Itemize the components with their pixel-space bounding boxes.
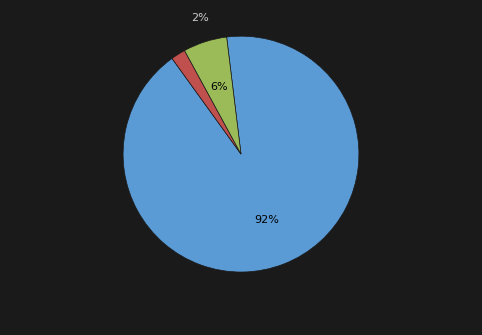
Text: 6%: 6% — [211, 82, 228, 92]
Wedge shape — [172, 51, 241, 154]
Wedge shape — [123, 36, 359, 272]
Wedge shape — [185, 37, 241, 154]
Text: 92%: 92% — [254, 215, 279, 225]
Text: 2%: 2% — [191, 13, 209, 23]
